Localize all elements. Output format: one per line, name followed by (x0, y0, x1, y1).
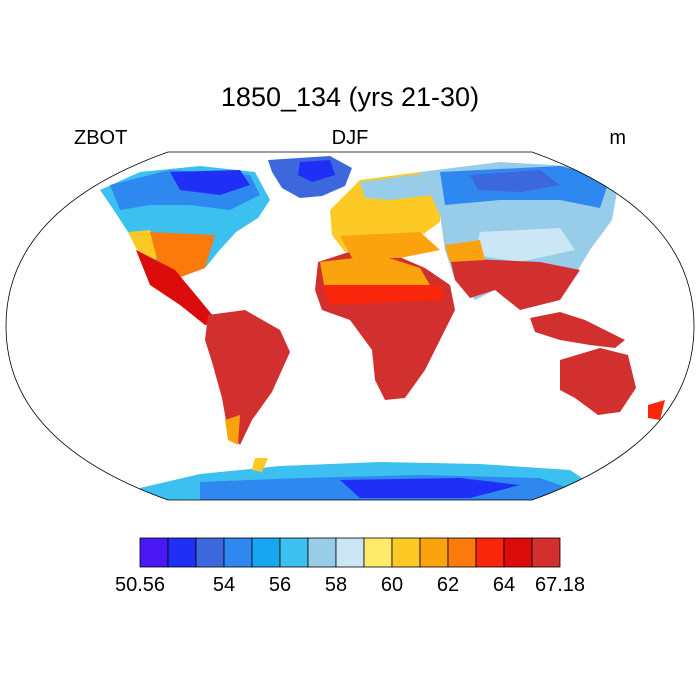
colorbar-swatch (335, 537, 365, 568)
colorbar-swatch (419, 537, 449, 568)
colorbar-tick-label: 58 (324, 574, 348, 596)
colorbar-swatch (139, 537, 169, 568)
colorbar (139, 537, 561, 568)
colorbar-tick-label: 50.56 (114, 574, 166, 596)
colorbar-swatch (363, 537, 393, 568)
colorbar-swatch (223, 537, 253, 568)
colorbar-swatch (167, 537, 197, 568)
units-label: m (609, 127, 626, 149)
colorbar-swatch (503, 537, 533, 568)
colorbar-swatch (251, 537, 281, 568)
colorbar-tick-label: 60 (380, 574, 404, 596)
map-outline (5, 151, 695, 501)
south-america (205, 310, 290, 445)
variable-name: ZBOT (74, 127, 128, 149)
colorbar-swatch (447, 537, 477, 568)
colorbar-swatch (531, 537, 561, 568)
colorbar-swatch (195, 537, 225, 568)
australia (560, 348, 636, 415)
colorbar-swatch (391, 537, 421, 568)
colorbar-tick-label: 56 (268, 574, 292, 596)
season-label: DJF (331, 127, 369, 149)
colorbar-tick-label: 67.18 (534, 574, 586, 596)
colorbar-swatch (307, 537, 337, 568)
colorbar-tick-label: 62 (436, 574, 460, 596)
colorbar-tick-label: 64 (492, 574, 516, 596)
colorbar-swatch (475, 537, 505, 568)
colorbar-tick-label: 54 (212, 574, 236, 596)
southeast-asia-islands (530, 312, 625, 348)
map-title: 1850_134 (yrs 21-30) (220, 82, 480, 112)
land-masses (100, 156, 665, 500)
colorbar-swatch (279, 537, 309, 568)
